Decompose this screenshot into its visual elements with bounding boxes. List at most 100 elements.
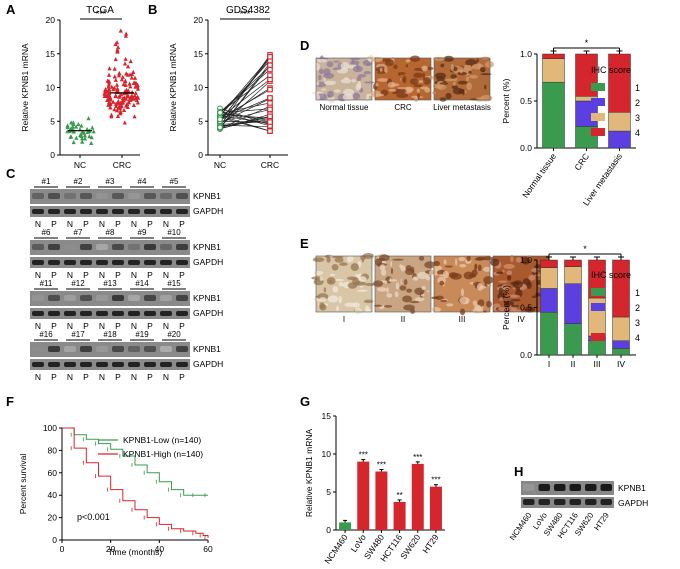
a-data-point (117, 71, 122, 76)
e-ihc-texture (499, 297, 504, 301)
g-bar (411, 463, 424, 530)
c-gapdh-band (160, 209, 172, 214)
d-ihc-texture (484, 84, 487, 90)
c-gapdh-band (64, 362, 76, 367)
d-ihc-texture (439, 82, 449, 85)
b-crc-point (267, 119, 273, 125)
d-ihc-texture (396, 93, 409, 98)
e-ihc-texture (405, 264, 412, 272)
panel-a-scatter: TCGA Relative KPNB1 mRNA 0 5 10 15 20 NC CRC *** (20, 5, 141, 170)
e-ihc-texture (319, 304, 327, 311)
dc-bar-segment (608, 112, 631, 132)
e-ihc-texture (442, 270, 449, 279)
b-crc-point (267, 106, 273, 113)
c-gapdh-band (80, 311, 92, 316)
d-ihc-texture (327, 94, 331, 98)
e-ihc-texture (350, 263, 359, 272)
b-pair-line (219, 75, 271, 113)
panel-d-ihc-images: Normal tissue CRC Liver metastasis (312, 54, 494, 112)
c-lane-label: N (99, 219, 105, 229)
b-pair-line (219, 89, 271, 119)
e-ihc-texture (383, 305, 393, 308)
b-crc-point (267, 86, 273, 93)
e-ihc-texture (339, 262, 348, 266)
c-kpnb1-band (64, 193, 76, 199)
e-ihc-texture (400, 279, 403, 285)
c-kpnb1-band (32, 346, 44, 352)
a-data-point (79, 123, 84, 128)
e-ihc-texture (414, 297, 425, 302)
panel-label-h: H (514, 464, 523, 479)
a-data-point (122, 79, 128, 84)
c-kpnb1-band (112, 193, 124, 199)
c-gapdh-label: GAPDH (193, 206, 223, 216)
dc-bar-segment (542, 81, 565, 149)
d-ihc-texture (423, 77, 431, 85)
c-sample-label: #14 (135, 279, 149, 288)
panel-label-a: A (6, 2, 16, 17)
c-lane-label: P (179, 219, 185, 229)
f-legend-label: KPNB1-Low (n=140) (123, 435, 201, 445)
a-data-point (89, 135, 94, 140)
c-lane-label: P (147, 219, 153, 229)
c-kpnb1-band (144, 346, 156, 352)
c-gapdh-blot (30, 257, 190, 268)
d-ihc-texture (443, 55, 454, 62)
e-ihc-texture (424, 261, 436, 269)
ec-legend-label: 2 (635, 303, 640, 313)
e-ihc-texture (454, 258, 458, 266)
b-title: GDS4382 (226, 5, 270, 16)
b-pair-line (219, 69, 271, 113)
c-gapdh-band (32, 362, 44, 367)
d-ihc-texture (395, 87, 408, 94)
e-ihc-texture (515, 257, 522, 263)
d-ihc-label: Normal tissue (320, 103, 369, 112)
c-kpnb1-band (144, 193, 156, 199)
a-data-point (111, 87, 116, 92)
a-data-point (109, 84, 114, 89)
c-kpnb1-label: KPNB1 (193, 191, 221, 201)
e-ihc-texture (333, 278, 345, 282)
a-data-point (125, 72, 130, 77)
d-ihc-label: CRC (394, 103, 412, 112)
g-significance: ** (396, 491, 402, 500)
c-lane-label: N (67, 270, 73, 280)
e-ihc-texture (508, 294, 521, 298)
c-kpnb1-band (96, 346, 108, 352)
b-y-tick-label: 20 (194, 15, 204, 25)
e-ihc-texture (410, 308, 416, 314)
ec-y-tick-label: 0.5 (520, 303, 532, 313)
e-ihc-texture (338, 295, 343, 304)
f-y-tick-label: 60 (48, 468, 58, 478)
b-pair-line (219, 54, 271, 127)
c-lane-label: N (99, 321, 105, 331)
a-data-point (109, 112, 114, 117)
a-data-point (114, 103, 119, 109)
b-nc-point (217, 109, 223, 116)
e-ihc-texture (394, 291, 399, 298)
a-data-point (113, 41, 118, 47)
a-data-point (115, 108, 120, 113)
dc-legend-label: 4 (635, 128, 640, 138)
b-crc-point (267, 72, 273, 79)
e-ihc-texture (431, 296, 439, 300)
c-lane-label: P (115, 372, 121, 382)
d-ihc-texture (398, 72, 401, 76)
c-kpnb1-band (96, 193, 108, 199)
h-kpnb1-band (523, 484, 535, 491)
e-ihc-texture (412, 276, 418, 280)
e-ihc-texture (460, 288, 465, 297)
d-ihc-texture (410, 55, 421, 62)
ec-bar-segment (564, 259, 582, 267)
c-gapdh-band (112, 209, 124, 214)
c-sample-label: #18 (103, 330, 117, 339)
c-lane-label: P (51, 270, 57, 280)
a-data-point (73, 124, 79, 129)
a-data-point (82, 136, 88, 141)
h-kpnb1-blot (521, 481, 614, 495)
c-lane-label: N (163, 219, 169, 229)
c-gapdh-band (128, 311, 140, 316)
c-kpnb1-band (176, 295, 188, 301)
d-ihc-texture (363, 71, 371, 75)
ec-legend-title: IHC score (591, 270, 631, 280)
